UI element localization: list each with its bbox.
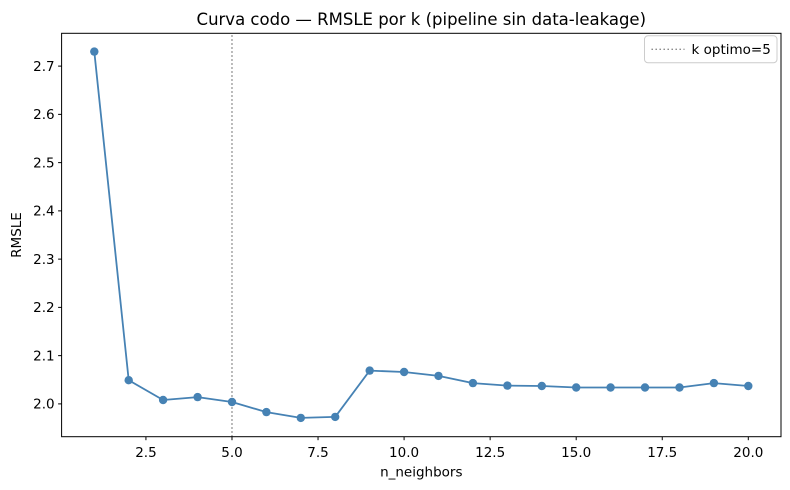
data-point-k16 [606, 383, 615, 392]
data-point-k8 [331, 412, 340, 422]
data-point-k18 [675, 383, 684, 392]
data-point-k19 [709, 378, 719, 388]
data-point-k14 [537, 381, 546, 391]
data-point-k10 [399, 367, 409, 377]
data-point-k11 [434, 371, 443, 381]
data-point-k3 [158, 395, 168, 405]
x-tick-label: 5.0 [221, 445, 242, 461]
legend-entry-label: k optimo=5 [692, 42, 771, 58]
y-tick-label: 2.4 [33, 204, 54, 220]
chart-title: Curva codo — RMSLE por k (pipeline sin d… [197, 10, 646, 29]
x-tick-label: 2.5 [135, 445, 156, 461]
y-tick-label: 2.0 [33, 397, 54, 413]
data-point-k6 [262, 407, 271, 417]
x-tick-label: 7.5 [307, 445, 328, 461]
data-point-k5 [227, 397, 237, 407]
plot-area: 2.5 5.0 7.5 10.0 12.5 15.0 17.5 20.0 2.0 2.1 2.2 2.… [33, 33, 763, 461]
legend-box [644, 35, 778, 64]
x-tick-label: 15.0 [561, 445, 591, 461]
y-tick-label: 2.3 [33, 252, 54, 268]
axes-frame [61, 32, 782, 438]
data-point-k4 [193, 392, 202, 402]
data-point-k12 [468, 378, 478, 388]
x-tick-label: 17.5 [647, 445, 677, 461]
data-point-k17 [640, 383, 650, 392]
x-tick-label: 10.0 [389, 445, 419, 461]
x-axis-label: n_neighbors [380, 465, 462, 481]
data-point-k20 [744, 381, 753, 391]
data-point-k15 [572, 383, 581, 392]
data-point-k7 [296, 413, 305, 423]
data-point-k1 [90, 47, 99, 56]
y-tick-label: 2.6 [33, 107, 54, 123]
rmsle-line [93, 50, 750, 419]
y-tick-label: 2.1 [33, 348, 54, 364]
y-tick-label: 2.2 [33, 300, 54, 316]
y-tick-label: 2.5 [33, 155, 54, 171]
x-tick-label: 20.0 [733, 445, 763, 461]
data-point-k2 [124, 376, 133, 385]
y-axis-label: RMSLE [9, 212, 25, 258]
data-point-k13 [503, 381, 512, 390]
data-point-k9 [365, 366, 374, 375]
x-tick-label: 12.5 [475, 445, 505, 461]
y-tick-label: 2.7 [33, 59, 54, 75]
legend: k optimo=5 [644, 35, 778, 64]
